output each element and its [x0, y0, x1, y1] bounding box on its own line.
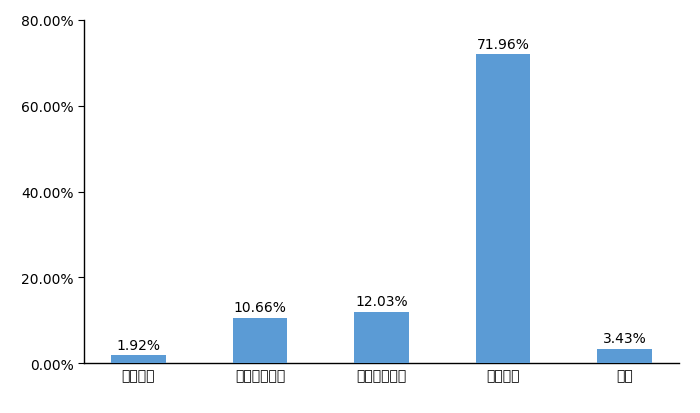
Text: 71.96%: 71.96% — [477, 38, 529, 52]
Bar — [476, 55, 531, 363]
Bar — [597, 349, 652, 363]
Text: 10.66%: 10.66% — [234, 300, 286, 314]
Text: 12.03%: 12.03% — [355, 294, 408, 309]
Text: 1.92%: 1.92% — [116, 338, 160, 352]
Bar — [232, 318, 287, 363]
Bar — [111, 355, 166, 363]
Text: 3.43%: 3.43% — [603, 331, 647, 345]
Bar — [354, 312, 409, 363]
